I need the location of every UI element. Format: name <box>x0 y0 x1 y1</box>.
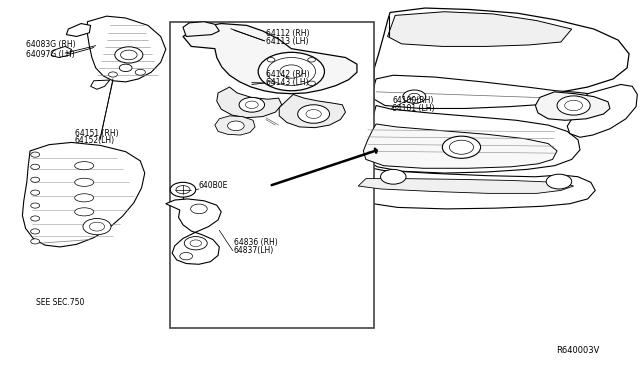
Text: 64113 (LH): 64113 (LH) <box>266 38 308 46</box>
Circle shape <box>228 121 244 131</box>
Polygon shape <box>364 124 557 168</box>
Polygon shape <box>374 8 629 98</box>
Circle shape <box>176 186 190 194</box>
Circle shape <box>564 100 582 111</box>
Polygon shape <box>279 94 346 128</box>
Text: R640003V: R640003V <box>556 346 599 355</box>
Text: SEE SEC.750: SEE SEC.750 <box>36 298 85 307</box>
Polygon shape <box>374 75 591 109</box>
Circle shape <box>381 169 406 184</box>
Polygon shape <box>217 87 282 118</box>
Circle shape <box>170 182 196 197</box>
Circle shape <box>306 110 321 118</box>
Circle shape <box>115 47 143 63</box>
Polygon shape <box>183 22 220 36</box>
Ellipse shape <box>75 161 94 170</box>
Circle shape <box>268 58 275 62</box>
Circle shape <box>557 96 590 115</box>
Circle shape <box>31 190 40 195</box>
Polygon shape <box>51 46 72 58</box>
Polygon shape <box>91 80 109 89</box>
Circle shape <box>280 65 303 78</box>
Circle shape <box>408 93 420 100</box>
Circle shape <box>31 216 40 221</box>
Circle shape <box>108 72 117 77</box>
Circle shape <box>267 58 316 86</box>
Text: 640B0E: 640B0E <box>199 182 228 190</box>
Polygon shape <box>358 179 573 193</box>
Polygon shape <box>166 199 221 264</box>
Polygon shape <box>362 106 580 173</box>
Bar <box>170 22 374 328</box>
Polygon shape <box>567 84 637 137</box>
Circle shape <box>268 81 275 86</box>
Circle shape <box>403 90 426 103</box>
Circle shape <box>239 97 264 112</box>
Circle shape <box>308 58 316 62</box>
Circle shape <box>31 164 40 169</box>
Circle shape <box>31 152 40 157</box>
Polygon shape <box>536 92 610 120</box>
Polygon shape <box>388 12 572 46</box>
Text: 64101 (LH): 64101 (LH) <box>392 104 435 113</box>
Circle shape <box>180 253 193 260</box>
Circle shape <box>90 222 104 231</box>
Circle shape <box>135 69 145 75</box>
Polygon shape <box>353 167 595 209</box>
Circle shape <box>31 229 40 234</box>
Text: 64100(RH): 64100(RH) <box>392 96 433 105</box>
Circle shape <box>31 239 40 244</box>
Circle shape <box>191 204 207 214</box>
Ellipse shape <box>75 208 94 216</box>
Circle shape <box>258 52 324 91</box>
Circle shape <box>120 50 137 60</box>
Text: 64151 (RH): 64151 (RH) <box>75 129 118 138</box>
Circle shape <box>442 136 481 158</box>
Circle shape <box>308 81 316 86</box>
Text: 64837(LH): 64837(LH) <box>234 246 274 255</box>
Circle shape <box>298 105 330 123</box>
Text: 64083G (RH): 64083G (RH) <box>26 41 76 49</box>
Polygon shape <box>88 16 166 82</box>
Circle shape <box>184 237 207 250</box>
Circle shape <box>449 140 474 154</box>
Polygon shape <box>22 142 145 247</box>
Circle shape <box>119 64 132 71</box>
Ellipse shape <box>75 178 94 186</box>
Polygon shape <box>67 23 91 36</box>
Ellipse shape <box>75 194 94 202</box>
Circle shape <box>546 174 572 189</box>
Polygon shape <box>215 116 255 135</box>
Text: 64112 (RH): 64112 (RH) <box>266 29 309 38</box>
Circle shape <box>83 218 111 235</box>
Text: 64097G (LH): 64097G (LH) <box>26 49 74 59</box>
Text: 64836 (RH): 64836 (RH) <box>234 238 278 247</box>
Circle shape <box>246 101 258 109</box>
Polygon shape <box>183 23 357 94</box>
Circle shape <box>31 203 40 208</box>
Text: 64143 (LH): 64143 (LH) <box>266 78 308 87</box>
Text: 64142 (RH): 64142 (RH) <box>266 70 310 79</box>
Text: 64152(LH): 64152(LH) <box>75 137 115 145</box>
Circle shape <box>31 177 40 182</box>
Circle shape <box>190 240 202 247</box>
